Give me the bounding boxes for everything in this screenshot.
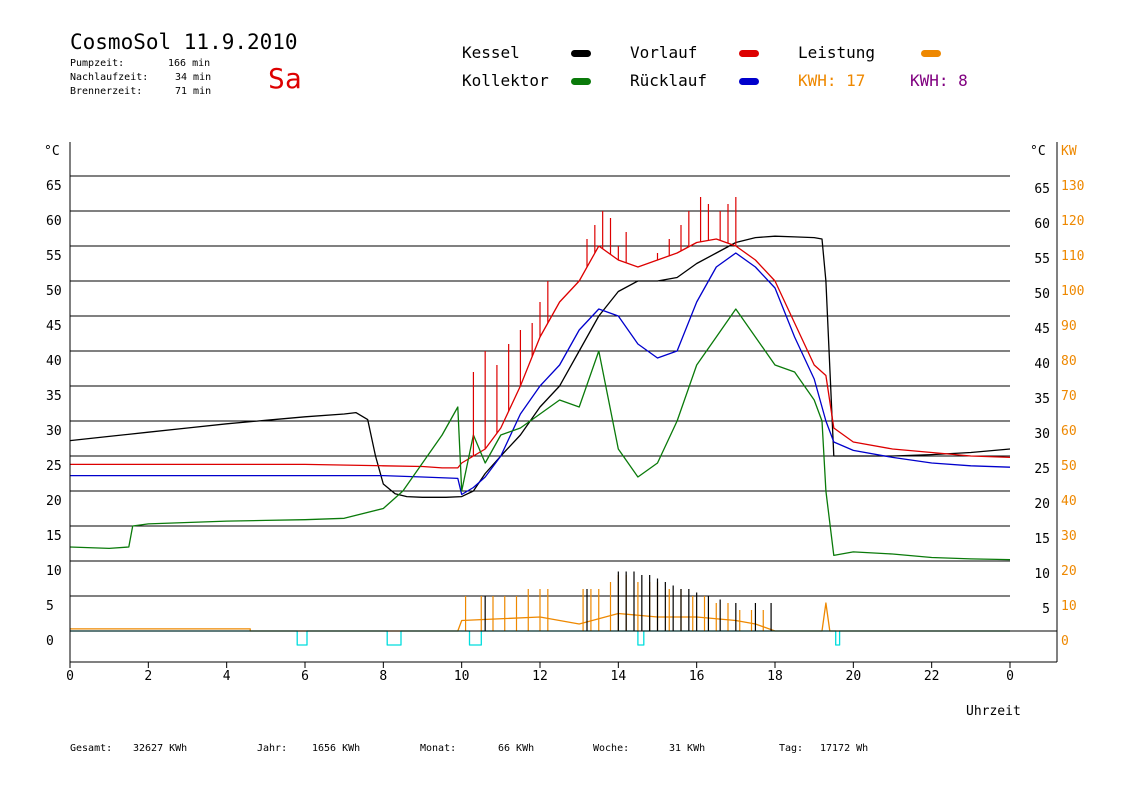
page-title: CosmoSol 11.9.2010 (70, 30, 298, 54)
y-power-tick-label: 90 (1061, 319, 1077, 334)
x-tick-label: 6 (301, 669, 309, 684)
series-line-vorlauf (70, 238, 1011, 469)
total-woche-label: Woche: (593, 743, 630, 754)
y-power-tick-label: 40 (1061, 494, 1077, 509)
x-tick-label: 18 (767, 669, 783, 684)
legend-kessel-label: Kessel (462, 43, 520, 62)
chart-axes (69, 142, 1058, 663)
stat-brennerzeit-value: 71 min (175, 86, 212, 97)
y-left-tick-label: 20 (46, 494, 62, 509)
legend-kollektor-swatch (571, 78, 591, 85)
y-power-tick-label: 100 (1061, 284, 1084, 299)
legend-kessel-swatch (571, 50, 591, 57)
y-right-unit: °C (1030, 144, 1046, 159)
chart-series-layer (69, 197, 1011, 646)
y-right-tick-label: 20 (1034, 497, 1050, 512)
x-tick-label: 4 (223, 669, 231, 684)
y-power-tick-label: 0 (1061, 634, 1069, 649)
y-left-tick-label: 60 (46, 214, 62, 229)
y-right-tick-label: 40 (1034, 357, 1050, 372)
y-power-tick-label: 30 (1061, 529, 1077, 544)
x-tick-label: 16 (689, 669, 705, 684)
y-left-tick-label: 15 (46, 529, 62, 544)
y-power-tick-label: 110 (1061, 249, 1084, 264)
legend-vorlauf-swatch (739, 50, 759, 57)
y-right-tick-label: 55 (1034, 252, 1050, 267)
y-left-tick-label: 30 (46, 424, 62, 439)
total-tag-label: Tag: (779, 743, 804, 754)
x-axis-label: Uhrzeit (966, 704, 1021, 719)
series-line-kollektor (69, 308, 1011, 561)
y-left-tick-label: 25 (46, 459, 62, 474)
x-tick-label: 12 (532, 669, 548, 684)
legend-ruecklauf-swatch (739, 78, 759, 85)
y-right-tick-label: 5 (1042, 602, 1050, 617)
x-tick-label: 0 (1006, 669, 1014, 684)
stat-nachlaufzeit-label: Nachlaufzeit: (70, 72, 149, 83)
y-left-tick-label: 45 (46, 319, 62, 334)
y-right-tick-label: 10 (1034, 567, 1050, 582)
stat-pumpzeit-label: Pumpzeit: (70, 58, 125, 69)
y-right-tick-label: 25 (1034, 462, 1050, 477)
chart-ticks: 0510152025303540455055606551015202530354… (44, 144, 1084, 719)
legend-kwh-purple: KWH: 8 (910, 71, 968, 90)
y-right-tick-label: 30 (1034, 427, 1050, 442)
y-right-tick-label: 45 (1034, 322, 1050, 337)
total-tag-value: 17172 Wh (820, 743, 869, 754)
total-gesamt-label: Gesamt: (70, 743, 113, 754)
y-power-tick-label: 60 (1061, 424, 1077, 439)
y-right-tick-label: 60 (1034, 217, 1050, 232)
x-tick-label: 20 (846, 669, 862, 684)
y-left-tick-label: 35 (46, 389, 62, 404)
y-left-tick-label: 10 (46, 564, 62, 579)
x-tick-label: 22 (924, 669, 940, 684)
y-power-tick-label: 80 (1061, 354, 1077, 369)
total-woche-value: 31 KWh (669, 743, 706, 754)
total-monat-value: 66 KWh (498, 743, 535, 754)
legend-kollektor-label: Kollektor (462, 71, 549, 90)
y-left-tick-label: 40 (46, 354, 62, 369)
total-jahr-label: Jahr: (257, 743, 288, 754)
total-gesamt-value: 32627 KWh (133, 743, 188, 754)
stat-brennerzeit-label: Brennerzeit: (70, 86, 143, 97)
series-line-pumpe (70, 630, 1010, 646)
y-power-tick-label: 70 (1061, 389, 1077, 404)
legend-leistung-label: Leistung (798, 43, 876, 62)
y-right-tick-label: 15 (1034, 532, 1050, 547)
y-left-tick-label: 0 (46, 634, 54, 649)
chart-grid (70, 175, 1010, 597)
x-tick-label: 8 (379, 669, 387, 684)
y-right-tick-label: 65 (1034, 182, 1050, 197)
y-right-tick-label: 50 (1034, 287, 1050, 302)
y-right-tick-label: 35 (1034, 392, 1050, 407)
y-left-tick-label: 5 (46, 599, 54, 614)
y-power-unit: KW (1061, 144, 1077, 159)
stat-nachlaufzeit-value: 34 min (175, 72, 212, 83)
series-line-rcklauf (70, 252, 1011, 496)
y-power-tick-label: 120 (1061, 214, 1084, 229)
x-tick-label: 2 (144, 669, 152, 684)
y-left-tick-label: 55 (46, 249, 62, 264)
y-left-tick-label: 65 (46, 179, 62, 194)
stat-pumpzeit-value: 166 min (168, 58, 211, 69)
y-power-tick-label: 50 (1061, 459, 1077, 474)
x-tick-label: 0 (66, 669, 74, 684)
total-jahr-value: 1656 KWh (312, 743, 361, 754)
series-line-kessel (69, 235, 1011, 498)
total-monat-label: Monat: (420, 743, 457, 754)
y-power-tick-label: 130 (1061, 179, 1084, 194)
legend-ruecklauf-label: Rücklauf (630, 71, 708, 90)
legend-leistung-swatch (921, 50, 941, 57)
y-left-tick-label: 50 (46, 284, 62, 299)
y-power-tick-label: 20 (1061, 564, 1077, 579)
y-power-tick-label: 10 (1061, 599, 1077, 614)
weekday-label: Sa (268, 62, 302, 95)
y-left-unit: °C (44, 144, 60, 159)
x-tick-label: 10 (454, 669, 470, 684)
legend-vorlauf-label: Vorlauf (630, 43, 698, 62)
legend-kwh-orange: KWH: 17 (798, 71, 866, 90)
x-tick-label: 14 (611, 669, 627, 684)
